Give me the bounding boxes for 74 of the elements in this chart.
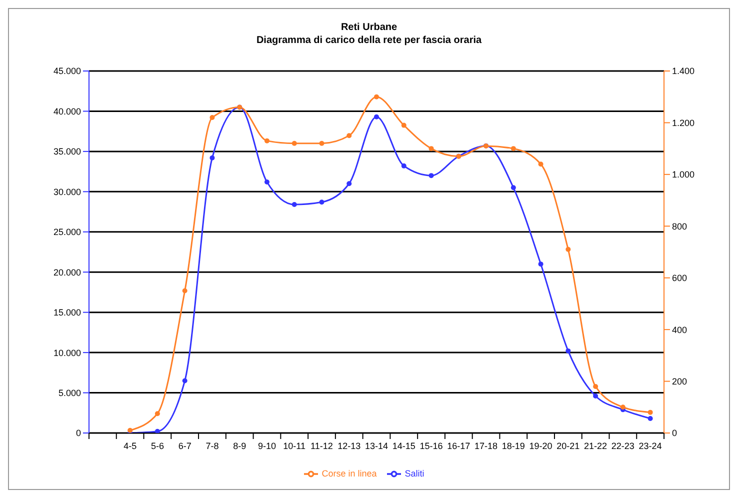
point: [566, 348, 571, 354]
y-tick-label: 40.000: [53, 106, 81, 116]
y2-tick-label: 0: [672, 428, 678, 438]
x-tick-label: 20-21: [556, 441, 580, 451]
x-tick-label: 16-17: [447, 441, 470, 451]
point: [346, 133, 352, 138]
point: [264, 138, 270, 144]
x-tick-label: 17-18: [474, 441, 498, 451]
x-tick-label: 13-14: [364, 441, 388, 451]
y2-tick-label: 1.000: [672, 170, 695, 180]
y2-tick-label: 200: [672, 376, 688, 386]
point: [128, 428, 133, 433]
x-tick-label: 9-10: [258, 441, 276, 451]
point: [210, 155, 215, 160]
point: [182, 378, 188, 384]
y-tick-label: 5.000: [58, 388, 81, 398]
point: [401, 122, 406, 128]
x-tick-label: 21-22: [584, 441, 608, 451]
x-tick-label: 22-23: [611, 441, 634, 451]
x-tick-label: 19-20: [529, 441, 552, 451]
y2-tick-label: 1.200: [672, 118, 695, 128]
point: [292, 202, 297, 208]
legend-label: Saliti: [404, 468, 424, 478]
point: [566, 246, 571, 252]
point: [510, 185, 516, 190]
point: [374, 94, 379, 100]
point: [593, 393, 598, 398]
point: [428, 146, 434, 152]
x-tick-label: 23-24: [638, 441, 662, 451]
y-tick-label: 20.000: [53, 267, 81, 278]
x-tick-label: 7-8: [206, 441, 219, 451]
point: [648, 410, 653, 415]
chart-title: Reti Urbane: [340, 21, 398, 34]
point: [154, 411, 160, 416]
y-tick-label: 10.000: [53, 348, 81, 358]
y2-tick-label: 1.400: [672, 66, 695, 76]
y-tick-label: 25.000: [53, 227, 81, 238]
point: [154, 428, 160, 433]
y-tick-label: 35.000: [53, 146, 81, 157]
y2-tick-label: 600: [672, 273, 688, 284]
point: [292, 140, 297, 146]
point: [346, 181, 352, 186]
point: [538, 262, 544, 267]
point: [648, 416, 653, 422]
point: [510, 146, 516, 152]
y-tick-label: 45.000: [53, 66, 81, 76]
point: [319, 140, 324, 146]
point: [374, 114, 379, 120]
y-tick-label: 0: [76, 428, 81, 438]
point: [538, 162, 544, 167]
x-tick-label: 12-13: [338, 441, 361, 451]
y2-tick-label: 400: [672, 324, 688, 335]
point: [319, 200, 324, 205]
x-tick-label: 4-5: [124, 441, 137, 451]
point: [264, 180, 270, 185]
y2-tick-label: 800: [672, 221, 688, 232]
point: [620, 404, 626, 410]
x-tick-label: 11-12: [310, 441, 333, 451]
x-tick-label: 8-9: [233, 441, 246, 451]
y-tick-label: 30.000: [53, 186, 81, 197]
legend-label: Corse in linea: [322, 468, 377, 478]
point: [210, 115, 215, 120]
chart-subtitle: Diagramma di carico della rete per fascia oraria: [255, 34, 483, 47]
point: [428, 173, 434, 178]
x-tick-label: 5-6: [150, 441, 164, 451]
x-tick-label: 18-19: [502, 441, 525, 451]
point: [593, 384, 598, 389]
point: [182, 288, 188, 294]
point: [401, 163, 406, 168]
y-tick-label: 15.000: [53, 308, 81, 318]
x-tick-label: 10-11: [283, 441, 306, 451]
x-tick-label: 14-15: [392, 441, 416, 451]
x-tick-label: 6-7: [178, 441, 192, 451]
x-tick-label: 15-16: [420, 441, 443, 451]
